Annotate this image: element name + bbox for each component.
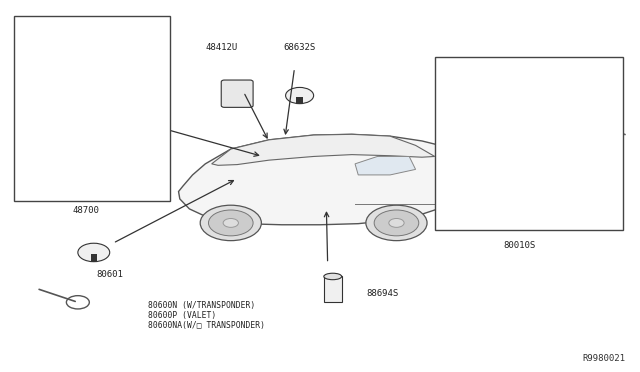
- Circle shape: [209, 210, 253, 236]
- Text: 80601: 80601: [96, 270, 123, 279]
- Circle shape: [285, 87, 314, 104]
- Text: 68632S: 68632S: [284, 43, 316, 52]
- Text: 88694S: 88694S: [366, 289, 398, 298]
- Text: 80600P (VALET): 80600P (VALET): [148, 311, 216, 320]
- Bar: [559, 114, 566, 120]
- Text: 48700: 48700: [72, 206, 99, 215]
- Ellipse shape: [497, 170, 515, 175]
- Circle shape: [374, 210, 419, 236]
- Ellipse shape: [324, 273, 342, 280]
- Bar: [435, 57, 623, 230]
- Circle shape: [550, 105, 575, 120]
- Bar: [91, 254, 97, 262]
- Polygon shape: [355, 157, 415, 175]
- Circle shape: [200, 205, 261, 241]
- Circle shape: [78, 243, 109, 262]
- Text: 48700A: 48700A: [37, 142, 69, 151]
- Text: 80010S: 80010S: [503, 241, 536, 250]
- Text: 80600N (W/TRANSPONDER): 80600N (W/TRANSPONDER): [148, 301, 255, 311]
- Circle shape: [366, 205, 427, 241]
- Circle shape: [389, 218, 404, 227]
- Bar: [14, 16, 170, 201]
- Text: R9980021: R9980021: [583, 354, 626, 363]
- Bar: [470, 93, 505, 117]
- Polygon shape: [212, 134, 435, 165]
- Text: 80600NA(W/□ TRANSPONDER): 80600NA(W/□ TRANSPONDER): [148, 321, 265, 330]
- Bar: [497, 173, 515, 191]
- Text: 48700: 48700: [86, 31, 113, 40]
- Bar: [296, 97, 303, 104]
- Circle shape: [481, 102, 493, 109]
- Circle shape: [102, 85, 119, 95]
- Circle shape: [106, 122, 116, 128]
- Bar: [324, 276, 342, 302]
- Bar: [88, 77, 133, 110]
- FancyBboxPatch shape: [221, 80, 253, 108]
- Text: 48412U: 48412U: [205, 43, 237, 52]
- Polygon shape: [179, 134, 467, 225]
- Circle shape: [223, 218, 239, 227]
